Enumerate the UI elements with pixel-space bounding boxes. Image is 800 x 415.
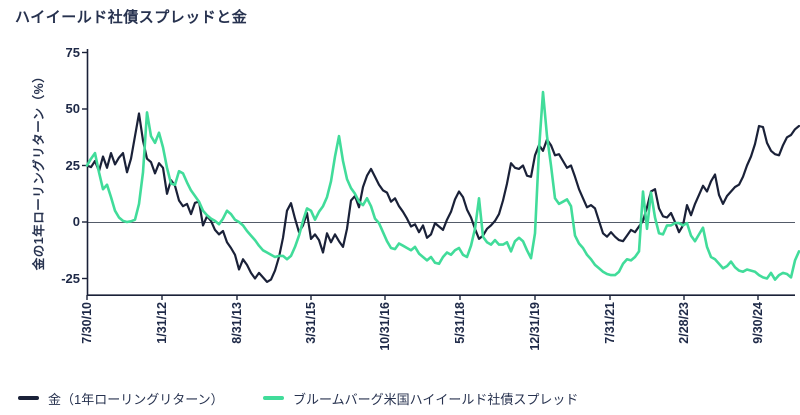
spread-line-swatch xyxy=(263,396,284,400)
legend: 金（1年ローリングリターン） ブルームバーグ米国ハイイールド社債スプレッド xyxy=(0,389,800,409)
legend-item-gold: 金（1年ローリングリターン） xyxy=(18,389,224,407)
y-tick-0: 0 xyxy=(72,214,80,229)
legend-label-spread: ブルームバーグ米国ハイイールド社債スプレッド xyxy=(293,391,579,407)
gold-return-line xyxy=(85,112,800,283)
y-tick-50: 50 xyxy=(65,101,80,116)
gold-line-swatch xyxy=(18,396,39,400)
chart-title: ハイイールド社債スプレッドと金 xyxy=(15,9,248,26)
y-tick-neg25: -25 xyxy=(61,270,80,286)
series-lines xyxy=(85,90,800,283)
y-tick-25: 25 xyxy=(65,157,80,173)
legend-item-spread: ブルームバーグ米国ハイイールド社債スプレッド xyxy=(263,389,578,407)
axis-tick-marks xyxy=(82,51,759,300)
legend-label-gold: 金（1年ローリングリターン） xyxy=(48,391,224,407)
y-tick-75: 75 xyxy=(65,44,80,60)
hy-spread-line xyxy=(85,90,800,281)
